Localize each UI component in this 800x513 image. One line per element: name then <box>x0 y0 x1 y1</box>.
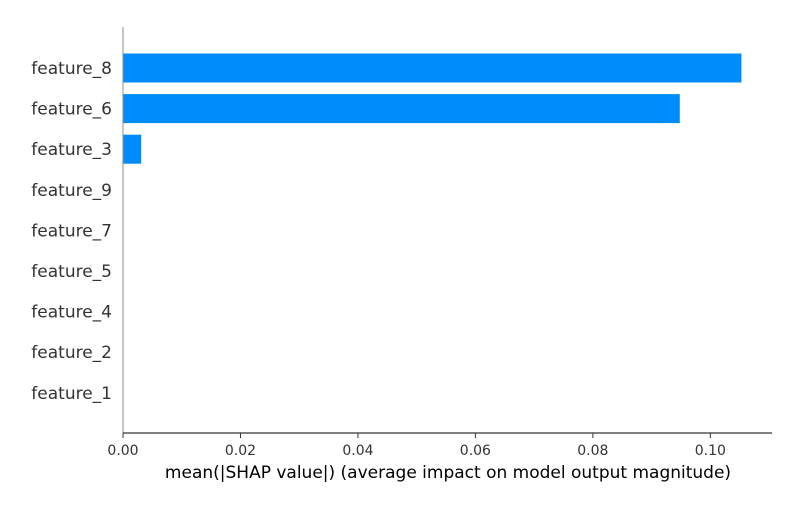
y-tick-labels: feature_8 feature_6 feature_3 feature_9feat… <box>31 59 112 404</box>
y-tick-label-feature_2: feature_2 <box>31 343 112 363</box>
x-tick-label-0: 0.00 <box>107 443 138 459</box>
x-axis-label: mean(|SHAP value|) (average impact on mo… <box>165 463 731 483</box>
x-tick-label-2: 0.04 <box>342 443 373 459</box>
y-tick-label-feature_8: feature_8 <box>31 59 112 79</box>
x-ticks: 0.00 0.02 0.04 0.06 0.08 0.10 <box>107 433 726 459</box>
bar-feature_3 <box>123 134 142 164</box>
y-tick-label-feature_4: feature_4 <box>31 303 112 323</box>
y-tick-label-feature_5: feature_5 <box>31 262 112 282</box>
y-tick-label-feature_6: feature_6 <box>31 100 112 120</box>
y-tick-label-feature_3: feature_3 <box>31 140 112 160</box>
bar-feature_8 <box>123 53 742 83</box>
y-tick-label-feature_1: feature_1 <box>31 384 112 404</box>
y-tick-label-feature_9: feature_9 <box>31 181 112 201</box>
x-tick-label-4: 0.08 <box>577 443 608 459</box>
bar-feature_6 <box>123 94 680 124</box>
x-tick-label-1: 0.02 <box>225 443 256 459</box>
bars-layer <box>123 53 742 164</box>
x-tick-label-5: 0.10 <box>695 443 726 459</box>
y-tick-label-feature_7: feature_7 <box>31 221 112 241</box>
x-tick-label-3: 0.06 <box>460 443 491 459</box>
